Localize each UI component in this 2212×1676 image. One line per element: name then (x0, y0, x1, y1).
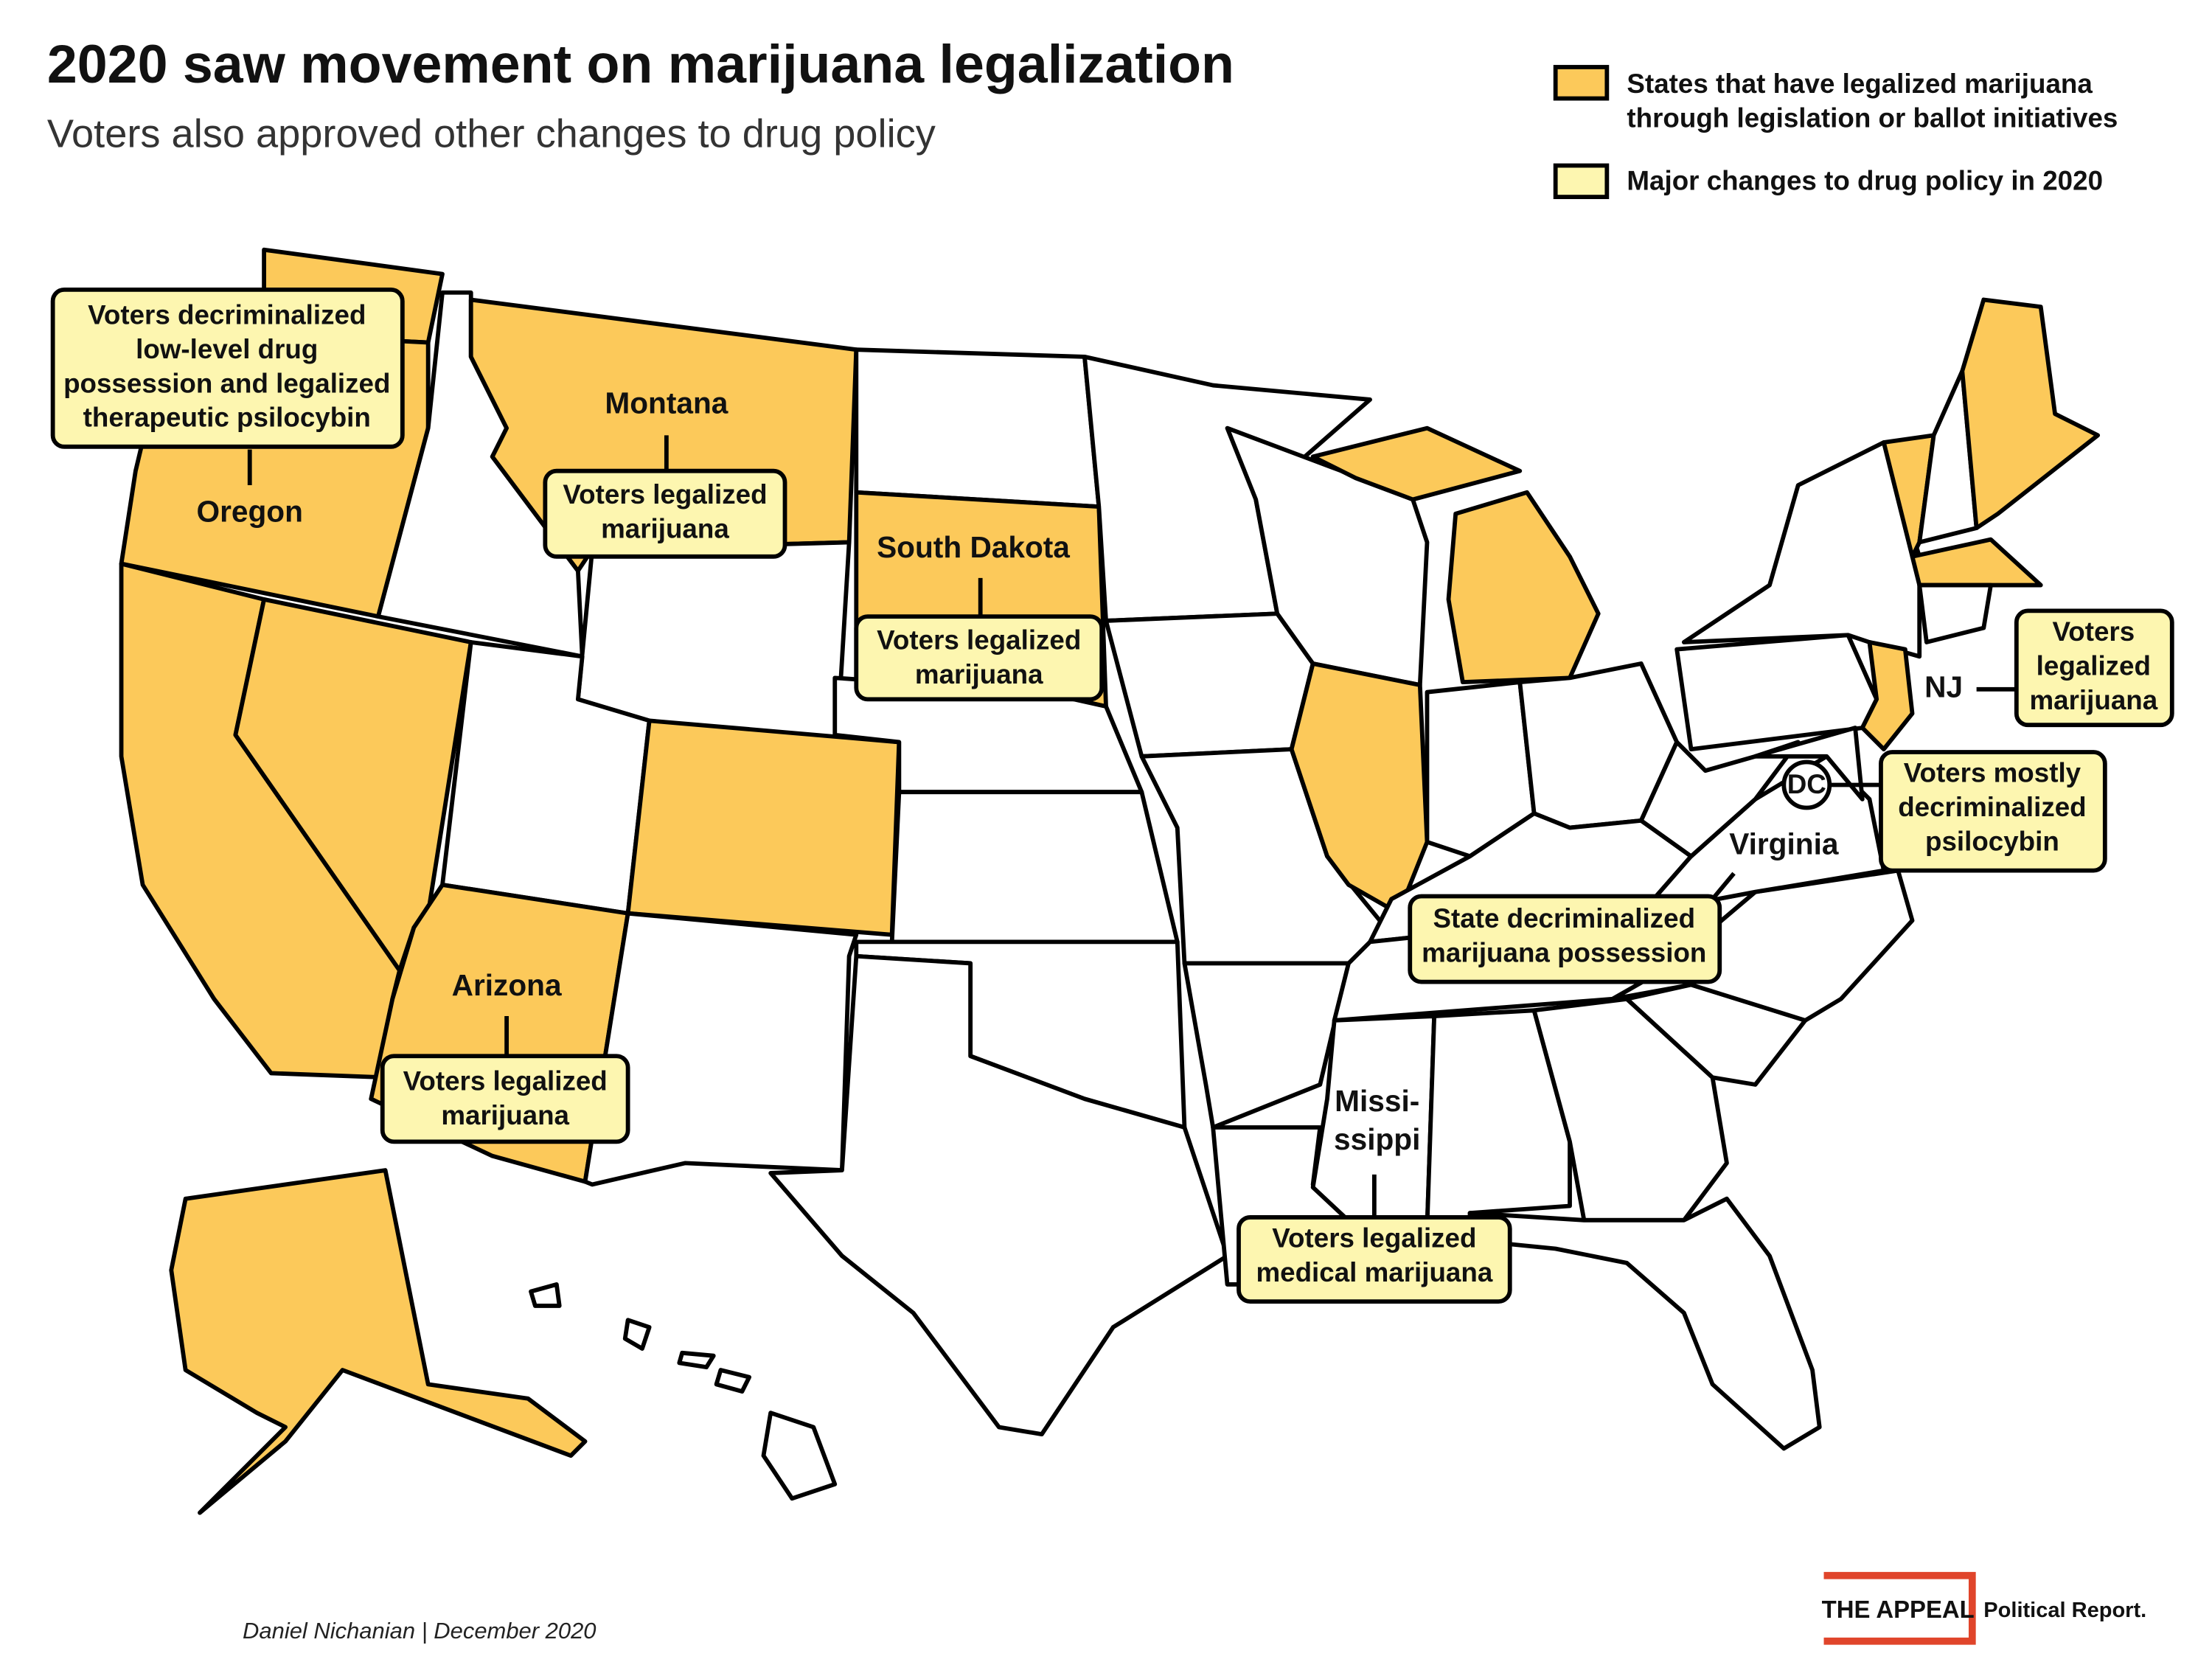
legend-label: States that have legalized marijuana (1627, 69, 2093, 99)
state (1289, 661, 1430, 916)
pointer (1711, 872, 1736, 901)
state-label: Virginia (1729, 827, 1839, 860)
callout-text: Voters legalized (1272, 1223, 1476, 1253)
state (625, 718, 902, 937)
state (1467, 1196, 1822, 1451)
callout-text: medical marijuana (1256, 1257, 1492, 1287)
state (1104, 611, 1315, 759)
logo: THE APPEAL (1822, 1596, 1975, 1623)
callouts: Voters decriminalized low-level drug pos… (50, 287, 2174, 1304)
state (1182, 961, 1351, 1130)
state (1753, 726, 1865, 802)
callout-text: low-level drug (136, 334, 318, 364)
legend-swatch (1553, 163, 1610, 199)
callout-box (50, 287, 405, 449)
states (119, 247, 2101, 1515)
state (169, 1168, 588, 1515)
state (1681, 440, 1922, 659)
logo-frame (1823, 1571, 1976, 1645)
callout-text: marijuana (915, 659, 1043, 689)
callout-text: marijuana (2029, 685, 2157, 715)
callout-text: State decriminalized (1433, 903, 1696, 933)
callout-box (1408, 894, 1722, 984)
callout-text: marijuana possession (1422, 938, 1706, 968)
legend-label: through legislation or ballot initiative… (1627, 102, 2118, 133)
callout-box (854, 614, 1105, 702)
callout-box (380, 1054, 630, 1144)
state (622, 1318, 652, 1351)
state (761, 1411, 838, 1501)
callout-text: Voters legalized (563, 479, 767, 510)
state-label: Missi- (1335, 1084, 1419, 1118)
state (1917, 583, 1993, 644)
legend-swatch (1553, 65, 1610, 101)
callout-box (543, 468, 787, 559)
state (1446, 490, 1601, 685)
state (889, 790, 1180, 945)
callout-text: marijuana (441, 1100, 569, 1130)
state (714, 1368, 752, 1394)
title: 2020 saw movement on marijuana legalizat… (47, 33, 1234, 94)
callout-text: legalized (2037, 651, 2151, 681)
callout-box (1237, 1215, 1512, 1304)
callout-box (2014, 608, 2174, 728)
state-label: NJ (1924, 670, 1963, 704)
callout-text: Voters decriminalized (88, 299, 366, 330)
state (1960, 297, 2101, 531)
state-label: ssippi (1334, 1122, 1420, 1156)
state-label: Oregon (196, 494, 302, 528)
state (1310, 425, 1523, 502)
subtitle: Voters also approved other changes to dr… (47, 111, 936, 156)
callout-text: Voters legalized (403, 1066, 608, 1096)
callout-text: therapeutic psilocybin (83, 403, 371, 433)
state (582, 911, 859, 1187)
state (768, 953, 1230, 1437)
state-label: Arizona (452, 968, 562, 1002)
state (854, 347, 1102, 509)
state (529, 1282, 562, 1308)
callout-text: psilocybin (1925, 827, 2059, 857)
logo-sub: Political Report. (1983, 1599, 2146, 1622)
callout-text: Voters legalized (877, 625, 1081, 656)
state (677, 1350, 716, 1370)
state-label: South Dakota (877, 530, 1070, 564)
callout-text: possession and legalized (63, 368, 390, 398)
callout-box (1879, 750, 2107, 873)
callout-text: Voters (2052, 616, 2135, 647)
state (1860, 640, 1915, 752)
state (1910, 537, 2043, 588)
legend-label: Major changes to drug policy in 2020 (1627, 165, 2103, 195)
callout-text: marijuana (601, 514, 729, 544)
dc-marker (1781, 759, 1832, 810)
callout-text: decriminalized (1898, 792, 2086, 822)
state-label: DC (1787, 769, 1826, 799)
state-label: Montana (605, 386, 728, 420)
byline: Daniel Nichanian | December 2020 (243, 1618, 597, 1644)
callout-text: Voters mostly (1904, 758, 2081, 788)
